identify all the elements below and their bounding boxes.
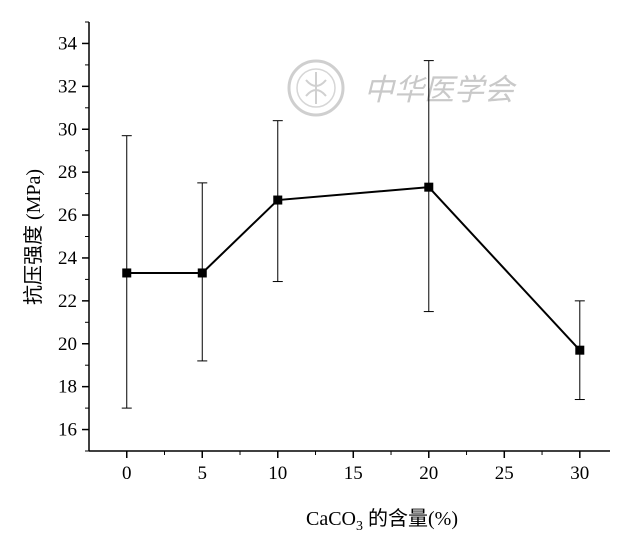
y-ticks: 16 18 20 22 24 26 28 30 32 34 [58,21,89,452]
x-ticks: 0 5 10 15 20 25 30 [122,451,589,484]
y-tick-label: 26 [58,205,77,226]
y-tick-label: 18 [58,377,77,398]
x-tick-label: 10 [268,463,287,484]
y-tick-label: 22 [58,291,77,312]
x-tick-label: 20 [419,463,438,484]
y-tick-label: 20 [58,334,77,355]
x-axis-title: CaCO3 的含量(%) [306,507,458,534]
axes: 0 5 10 15 20 25 30 16 18 20 22 24 26 28 30 32 34 [58,21,610,484]
y-tick-label: 28 [58,162,77,183]
y-tick-label: 24 [58,248,78,269]
x-tick-label: 15 [344,463,363,484]
data-point-marker [122,268,132,278]
y-tick-label: 34 [58,33,78,54]
data-point-marker [424,182,434,192]
x-tick-label: 5 [198,463,208,484]
series-line [126,186,581,351]
y-tick-label: 30 [58,119,77,140]
watermark-seal-icon [287,59,345,117]
y-tick-label: 32 [58,76,77,97]
watermark-text: 中华医学会 [364,73,517,108]
x-tick-label: 25 [495,463,514,484]
data-point-marker [575,345,585,355]
watermark: 中华医学会 [287,59,517,117]
plot-area [121,60,585,409]
x-tick-label: 0 [122,463,132,484]
y-tick-label: 16 [58,420,77,441]
y-axis-title: 抗压强度 (MPa) [22,169,45,305]
x-axis-title-subscript: 3 [356,519,363,534]
x-tick-label: 30 [570,463,589,484]
data-point-marker [197,268,207,278]
x-axis-title-prefix: CaCO [306,508,356,530]
data-point-marker [273,195,283,205]
x-axis-title-suffix: 的含量(%) [363,507,458,530]
